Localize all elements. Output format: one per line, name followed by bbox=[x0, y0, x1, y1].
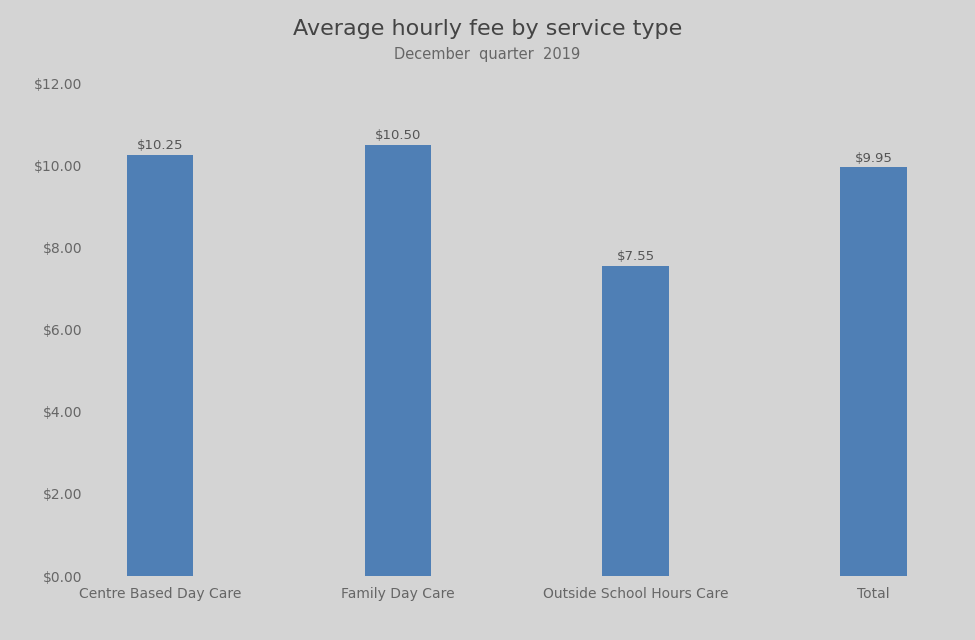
Text: Average hourly fee by service type: Average hourly fee by service type bbox=[292, 19, 682, 39]
Text: $9.95: $9.95 bbox=[854, 152, 892, 164]
Text: $10.50: $10.50 bbox=[374, 129, 421, 142]
Text: $7.55: $7.55 bbox=[616, 250, 655, 263]
Bar bbox=[840, 168, 907, 576]
Bar bbox=[365, 145, 431, 576]
Text: December  quarter  2019: December quarter 2019 bbox=[394, 47, 581, 62]
Text: $10.25: $10.25 bbox=[136, 139, 183, 152]
Bar bbox=[127, 155, 193, 576]
Bar bbox=[603, 266, 669, 576]
